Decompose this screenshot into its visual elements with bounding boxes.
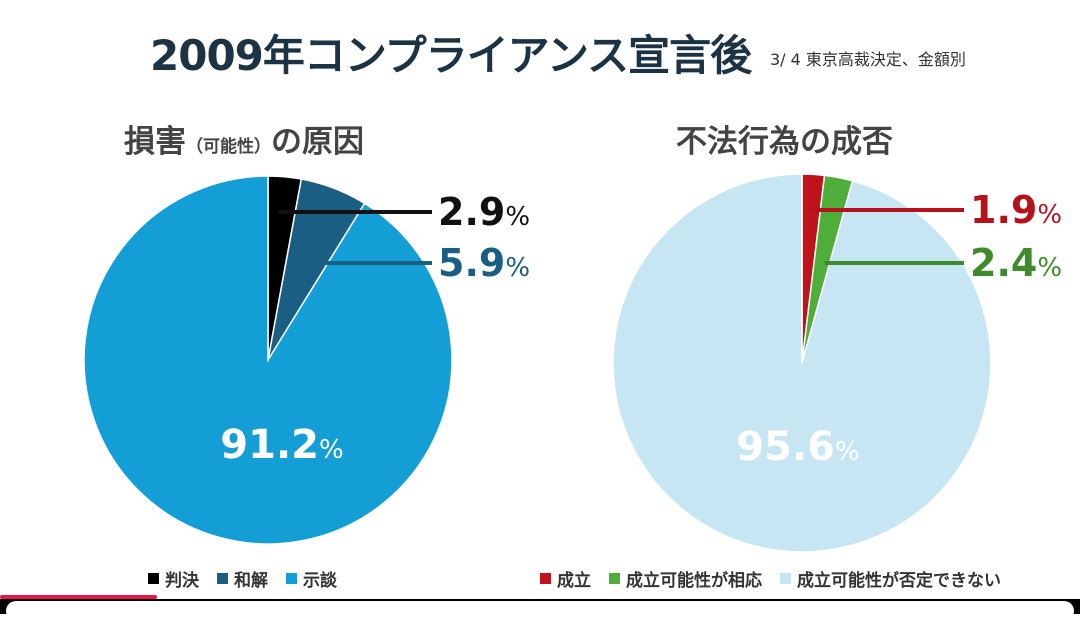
legend0-swatch-0 — [148, 573, 159, 584]
legend0-label-0: 判決 — [165, 571, 199, 591]
right-legend: 成立 成立可能性が相応 成立可能性が否定できない — [540, 566, 1001, 591]
page-title: 2009年コンプライアンス宣言後 — [150, 31, 752, 80]
player-control-panel — [6, 601, 1074, 621]
legend0-item-1: 和解 — [217, 566, 268, 591]
pie0-slice-2 — [83, 175, 453, 545]
legend1-label-1: 成立可能性が相応 — [626, 571, 762, 591]
legend0-swatch-1 — [217, 573, 228, 584]
pie1-label-1: 2.4% — [970, 241, 1062, 285]
legend0-item-2: 示談 — [286, 566, 337, 591]
page-subtitle: 3/ 4 東京高裁決定、金額別 — [770, 50, 966, 69]
legend0-item-0: 判決 — [148, 566, 199, 591]
pie0-label-2: 91.2% — [220, 422, 343, 468]
pie1-label-0: 1.9% — [970, 188, 1062, 232]
left-legend: 判決 和解 示談 — [148, 566, 337, 591]
legend1-item-0: 成立 — [540, 566, 591, 591]
progress-bar[interactable] — [0, 595, 157, 599]
left-chart-title-main: 損害 — [124, 124, 186, 160]
legend0-swatch-2 — [286, 573, 297, 584]
legend1-swatch-1 — [609, 573, 620, 584]
legend1-item-2: 成立可能性が否定できない — [780, 566, 1001, 591]
left-chart-title-small: （可能性） — [186, 137, 271, 157]
pie0-label-0: 2.9% — [438, 190, 530, 234]
pie1-label-2: 95.6% — [736, 424, 859, 470]
legend1-swatch-2 — [780, 573, 791, 584]
legend0-label-2: 示談 — [303, 571, 337, 591]
pie1-slice-2 — [612, 173, 992, 553]
right-chart-title: 不法行為の成否 — [676, 124, 893, 160]
legend1-label-2: 成立可能性が否定できない — [797, 571, 1001, 591]
pie0-label-1: 5.9% — [438, 241, 530, 285]
left-chart-title: 損害（可能性）の原因 — [124, 116, 364, 161]
legend1-label-0: 成立 — [557, 571, 591, 591]
left-chart-title-tail: の原因 — [271, 124, 364, 160]
legend0-label-1: 和解 — [234, 571, 268, 591]
legend1-item-1: 成立可能性が相応 — [609, 566, 762, 591]
legend1-swatch-0 — [540, 573, 551, 584]
